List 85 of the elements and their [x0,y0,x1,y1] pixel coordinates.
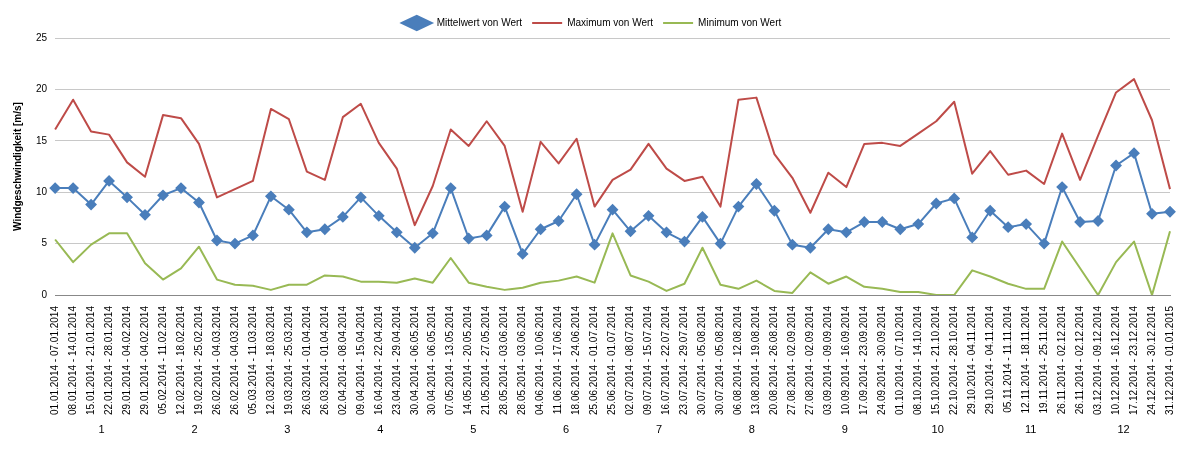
text: 9 [841,423,848,436]
x-tick-label: 03.12.2014 - 09.12.2014 [1091,305,1103,415]
x-tick-label: 14.05.2014 - 20.05.2014 [462,305,474,415]
x-tick-label: 28.05.2014 - 03.06.2014 [516,305,528,415]
x-tick-label: 18.06.2014 - 24.06.2014 [570,305,582,415]
x-tick-label: 16.07.2014 - 22.07.2014 [660,305,672,415]
x-tick-label: 16.04.2014 - 22.04.2014 [372,305,384,415]
text: 8 [748,423,755,436]
y-tick-label: 5 [41,237,48,249]
x-tick-label: 05.02.2014 - 11.02.2014 [156,305,168,415]
x-tick-label: 25.06.2014 - 01.07.2014 [606,305,618,415]
x-tick-label: 19.03.2014 - 25.03.2014 [282,305,294,415]
x-tick-label: 26.03.2014 - 01.04.2014 [300,305,312,415]
x-tick-label: 22.10.2014 - 28.10.2014 [947,305,959,415]
legend-label: Mittelwert von Wert [436,16,523,28]
text: 7 [655,423,663,436]
x-tick-label: 08.01.2014 - 14.01.2014 [66,305,78,415]
x-tick-label: 26.02.2014 - 04.03.2014 [210,305,222,415]
x-tick-label: 31.12.2014 - 01.01.2015 [1163,305,1175,415]
x-tick-label: 25.06.2014 - 01.07.2014 [588,305,600,415]
x-tick-label: 29.01.2014 - 04.02.2014 [120,305,132,415]
y-tick-label: 20 [36,83,48,95]
legend-label: Maximum von Wert [567,16,654,28]
x-tick-label: 13.08.2014 - 19.08.2014 [750,305,762,415]
x-tick-label: 27.08.2014 - 02.09.2014 [786,305,798,415]
x-tick-label: 09.07.2014 - 15.07.2014 [642,305,654,415]
x-tick-label: 30.04.2014 - 06.05.2014 [408,305,420,415]
x-tick-label: 28.05.2014 - 03.06.2014 [498,305,510,415]
text: 5 [470,423,477,436]
y-axis-title: Windgeschwindigkeit [m/s] [11,102,23,231]
x-tick-label: 22.01.2014 - 28.01.2014 [102,305,114,415]
x-tick-label: 23.07.2014 - 29.07.2014 [678,305,690,415]
text: 4 [377,423,384,436]
text: 11 [1024,423,1037,436]
x-tick-label: 12.03.2014 - 18.03.2014 [264,305,276,415]
x-tick-label: 04.06.2014 - 10.06.2014 [534,305,546,415]
text: 2 [191,423,198,436]
x-tick-label: 10.12.2014 - 16.12.2014 [1109,305,1121,415]
x-tick-label: 12.11.2014 - 18.11.2014 [1019,305,1031,414]
x-tick-label: 30.07.2014 - 05.08.2014 [696,305,708,415]
x-tick-label: 15.10.2014 - 21.10.2014 [929,305,941,415]
x-tick-label: 01.10.2014 - 07.10.2014 [894,305,906,415]
text: 3 [284,423,291,436]
x-tick-label: 26.11.2014 - 02.12.2014 [1073,305,1085,415]
x-tick-label: 17.12.2014 - 23.12.2014 [1127,305,1139,415]
x-tick-label: 26.03.2014 - 01.04.2014 [318,305,330,415]
text: 1 [98,423,105,436]
x-tick-label: 26.11.2014 - 02.12.2014 [1055,305,1067,415]
x-tick-label: 30.04.2014 - 06.05.2014 [426,305,438,415]
legend-label: Minimum von Wert [698,16,782,28]
x-tick-label: 19.02.2014 - 25.02.2014 [192,305,204,415]
x-tick-label: 19.11.2014 - 25.11.2014 [1037,305,1049,414]
x-tick-label: 05.11.2014 - 11.11.2014 [1001,305,1013,413]
x-tick-label: 06.08.2014 - 12.08.2014 [732,305,744,415]
x-tick-label: 20.08.2014 - 26.08.2014 [768,305,780,415]
x-tick-label: 29.01.2014 - 04.02.2014 [138,305,150,415]
x-tick-label: 26.02.2014 - 04.03.2014 [228,305,240,415]
y-tick-label: 15 [36,134,48,146]
x-tick-label: 29.10.2014 - 04.11.2014 [965,305,977,415]
x-tick-label: 21.05.2014 - 27.05.2014 [480,305,492,415]
x-tick-label: 09.04.2014 - 15.04.2014 [354,305,366,415]
x-tick-label: 01.01.2014 - 07.01.2014 [48,305,60,415]
x-tick-label: 07.05.2014 - 13.05.2014 [444,305,456,415]
x-tick-label: 10.09.2014 - 16.09.2014 [840,305,852,415]
x-tick-label: 03.09.2014 - 09.09.2014 [822,305,834,415]
x-tick-label: 05.03.2014 - 11.03.2014 [246,305,258,415]
text: 10 [931,423,944,436]
x-tick-label: 08.10.2014 - 14.10.2014 [912,305,923,415]
x-tick-label: 11.06.2014 - 17.06.2014 [552,305,564,415]
x-tick-label: 29.10.2014 - 04.11.2014 [983,305,995,415]
x-tick-label: 15.01.2014 - 21.01.2014 [84,305,96,415]
x-tick-label: 24.09.2014 - 30.09.2014 [876,305,888,415]
x-tick-label: 02.04.2014 - 08.04.2014 [336,305,348,415]
text: 6 [563,423,570,436]
x-tick-label: 17.09.2014 - 23.09.2014 [858,305,870,415]
y-tick-label: 25 [36,31,48,43]
x-tick-label: 23.04.2014 - 29.04.2014 [390,305,402,415]
x-tick-label: 02.07.2014 - 08.07.2014 [624,305,636,415]
x-tick-label: 27.08.2014 - 02.09.2014 [804,305,816,415]
x-tick-label: 12.02.2014 - 18.02.2014 [174,305,186,415]
y-tick-label: 0 [41,288,48,300]
y-tick-label: 10 [36,185,48,197]
x-tick-label: 24.12.2014 - 30.12.2014 [1145,305,1157,415]
x-tick-label: 30.07.2014 - 05.08.2014 [714,305,726,415]
text: 12 [1117,423,1130,436]
